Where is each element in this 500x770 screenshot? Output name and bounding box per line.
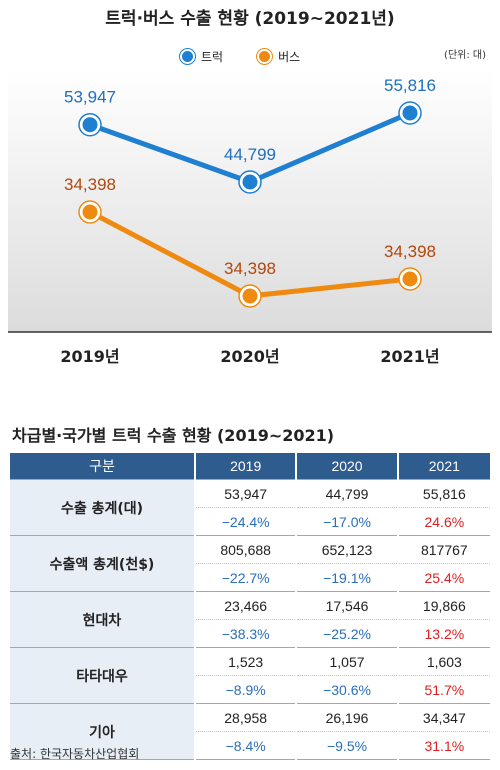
data-point (79, 114, 101, 136)
table-header-row: 구분 2019 2020 2021 (10, 453, 490, 480)
data-point (399, 268, 421, 290)
data-point-ring (238, 170, 262, 194)
header-2020: 2020 (295, 453, 398, 480)
change-cell: −22.7% (193, 563, 297, 592)
table-row: −38.3% −25.2% 13.2% (10, 619, 490, 648)
value-cell: 652,123 (295, 535, 398, 564)
row-category: 타타대우 (10, 647, 195, 704)
change-cell: 13.2% (396, 619, 490, 648)
change-cell: −25.2% (295, 619, 398, 648)
data-point (79, 201, 101, 223)
change-cell: 31.1% (396, 731, 490, 760)
legend-item-truck: 트럭 (180, 48, 223, 65)
row-category: 수출액 총계(천$) (10, 535, 195, 592)
value-cell: 805,688 (193, 535, 297, 564)
value-cell: 28,958 (193, 703, 297, 732)
change-cell: 51.7% (396, 675, 490, 704)
change-cell: 24.6% (396, 507, 490, 536)
change-cell: −17.0% (295, 507, 398, 536)
data-label: 55,816 (384, 76, 436, 95)
change-cell: −38.3% (193, 619, 297, 648)
data-point (399, 102, 421, 124)
x-tick-label: 2020년 (220, 347, 279, 366)
table-row: 현대차 23,466 17,546 19,866 (10, 591, 490, 648)
data-label: 53,947 (64, 88, 116, 107)
table-row: −24.4% −17.0% 24.6% (10, 507, 490, 536)
legend-marker-bus (257, 49, 273, 64)
data-point-ring (238, 284, 262, 308)
change-cell: −8.9% (193, 675, 297, 704)
source-note: 출처: 한국자동차산업협회 (10, 747, 140, 761)
table-row: 타타대우 1,523 1,057 1,603 (10, 647, 490, 704)
row-category: 기아 (10, 703, 195, 760)
value-cell: 17,546 (295, 591, 398, 620)
header-2019: 2019 (193, 453, 297, 480)
value-cell: 53,947 (193, 479, 297, 508)
table-title: 차급별·국가별 트럭 수출 현황 (2019~2021) (12, 426, 335, 445)
legend-marker-truck (180, 49, 195, 64)
value-cell: 34,347 (396, 703, 490, 732)
chart-title: 트럭·버스 수출 현황 (2019~2021년) (105, 9, 395, 29)
legend-label-truck: 트럭 (201, 50, 224, 64)
value-cell: 23,466 (193, 591, 297, 620)
change-cell: 25.4% (396, 563, 490, 592)
x-tick-label: 2019년 (60, 347, 119, 366)
table-row: −22.7% −19.1% 25.4% (10, 563, 490, 592)
header-category: 구분 (10, 453, 195, 480)
data-point (239, 171, 261, 193)
change-cell: −19.1% (295, 563, 398, 592)
change-cell: −8.4% (193, 731, 297, 760)
data-point-ring (78, 200, 102, 224)
header-2021: 2021 (396, 453, 490, 480)
table-row: −8.9% −30.6% 51.7% (10, 675, 490, 704)
value-cell: 1,603 (396, 647, 490, 676)
data-point (239, 285, 261, 307)
value-cell: 1,523 (193, 647, 297, 676)
legend-label-bus: 버스 (278, 50, 301, 64)
value-cell: 19,866 (396, 591, 490, 620)
row-category: 수출 총계(대) (10, 479, 195, 536)
data-label: 44,799 (224, 145, 276, 164)
data-point-ring (398, 267, 422, 291)
change-cell: −30.6% (295, 675, 398, 704)
table-row: 수출액 총계(천$) 805,688 652,123 817767 (10, 535, 490, 592)
value-cell: 817767 (396, 535, 490, 564)
unit-label: (단위: 대) (444, 50, 486, 61)
data-label: 34,398 (384, 242, 436, 261)
data-point-ring (398, 101, 422, 125)
export-table: 구분 2019 2020 2021 수출 총계(대) 53,947 44,799… (10, 453, 490, 760)
table-row: −8.4% −9.5% 31.1% (10, 731, 490, 760)
line-chart: 53,947 44,799 55,816 34,398 34,398 34,398 2019… (8, 70, 492, 366)
change-cell: −24.4% (193, 507, 297, 536)
data-label: 34,398 (224, 259, 276, 278)
table-row: 수출 총계(대) 53,947 44,799 55,816 (10, 479, 490, 536)
change-cell: −9.5% (295, 731, 398, 760)
legend-item-bus: 버스 (257, 48, 300, 65)
data-label: 34,398 (64, 175, 116, 194)
value-cell: 55,816 (396, 479, 490, 508)
value-cell: 1,057 (295, 647, 398, 676)
table-row: 기아 28,958 26,196 34,347 (10, 703, 490, 760)
value-cell: 26,196 (295, 703, 398, 732)
data-point-ring (78, 112, 102, 137)
legend: 트럭 버스 (180, 48, 300, 65)
value-cell: 44,799 (295, 479, 398, 508)
row-category: 현대차 (10, 591, 195, 648)
x-tick-label: 2021년 (380, 347, 439, 366)
